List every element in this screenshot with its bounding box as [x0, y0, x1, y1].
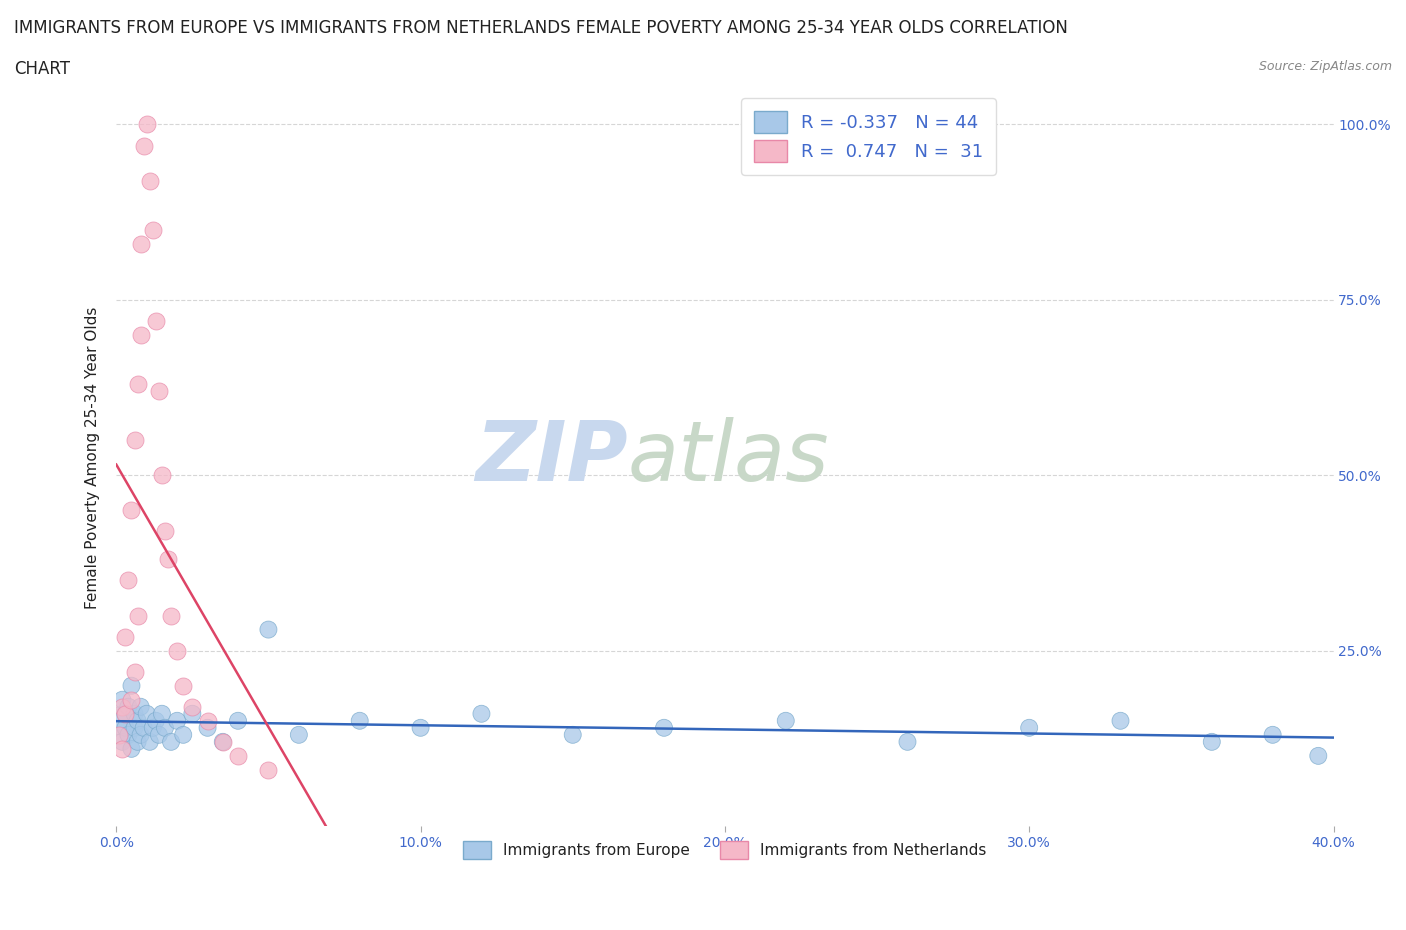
Point: [124, 706, 146, 721]
Point: [139, 735, 162, 750]
Point: [172, 727, 194, 742]
Point: [117, 573, 139, 588]
Legend: Immigrants from Europe, Immigrants from Netherlands: Immigrants from Europe, Immigrants from …: [453, 830, 997, 870]
Point: [114, 706, 136, 721]
Point: [160, 608, 183, 623]
Point: [129, 727, 152, 742]
Point: [197, 721, 219, 736]
Point: [226, 749, 249, 764]
Point: [127, 377, 149, 392]
Point: [1018, 721, 1040, 736]
Point: [145, 713, 167, 728]
Point: [114, 721, 136, 736]
Point: [142, 721, 165, 736]
Point: [124, 664, 146, 679]
Point: [129, 699, 152, 714]
Point: [129, 236, 152, 251]
Point: [121, 503, 143, 518]
Point: [150, 468, 173, 483]
Point: [108, 713, 131, 728]
Point: [127, 735, 149, 750]
Point: [153, 524, 176, 538]
Point: [160, 735, 183, 750]
Point: [172, 678, 194, 693]
Text: ZIP: ZIP: [475, 418, 627, 498]
Point: [132, 721, 155, 736]
Point: [148, 727, 170, 742]
Point: [153, 721, 176, 736]
Point: [111, 692, 134, 707]
Point: [108, 727, 131, 742]
Point: [181, 706, 204, 721]
Point: [111, 741, 134, 756]
Point: [121, 692, 143, 707]
Point: [211, 735, 233, 750]
Point: [150, 706, 173, 721]
Point: [139, 173, 162, 188]
Point: [142, 222, 165, 237]
Point: [349, 713, 371, 728]
Y-axis label: Female Poverty Among 25-34 Year Olds: Female Poverty Among 25-34 Year Olds: [86, 307, 100, 609]
Point: [114, 706, 136, 721]
Point: [1201, 735, 1223, 750]
Point: [129, 327, 152, 342]
Point: [114, 630, 136, 644]
Point: [124, 432, 146, 447]
Point: [197, 713, 219, 728]
Point: [561, 727, 583, 742]
Point: [1109, 713, 1132, 728]
Point: [257, 622, 280, 637]
Point: [470, 706, 492, 721]
Point: [111, 699, 134, 714]
Point: [148, 383, 170, 398]
Point: [111, 735, 134, 750]
Point: [145, 313, 167, 328]
Point: [409, 721, 432, 736]
Text: atlas: atlas: [627, 418, 830, 498]
Point: [211, 735, 233, 750]
Point: [166, 713, 188, 728]
Point: [652, 721, 675, 736]
Point: [775, 713, 797, 728]
Point: [257, 763, 280, 777]
Point: [121, 678, 143, 693]
Point: [127, 713, 149, 728]
Text: IMMIGRANTS FROM EUROPE VS IMMIGRANTS FROM NETHERLANDS FEMALE POVERTY AMONG 25-34: IMMIGRANTS FROM EUROPE VS IMMIGRANTS FRO…: [14, 19, 1069, 36]
Point: [288, 727, 311, 742]
Point: [117, 699, 139, 714]
Text: Source: ZipAtlas.com: Source: ZipAtlas.com: [1258, 60, 1392, 73]
Point: [226, 713, 249, 728]
Point: [156, 552, 179, 567]
Text: CHART: CHART: [14, 60, 70, 78]
Point: [121, 741, 143, 756]
Point: [135, 117, 157, 132]
Point: [117, 727, 139, 742]
Point: [896, 735, 918, 750]
Point: [132, 138, 155, 153]
Point: [124, 721, 146, 736]
Point: [181, 699, 204, 714]
Point: [1261, 727, 1284, 742]
Point: [127, 608, 149, 623]
Point: [135, 706, 157, 721]
Point: [166, 644, 188, 658]
Point: [1308, 749, 1330, 764]
